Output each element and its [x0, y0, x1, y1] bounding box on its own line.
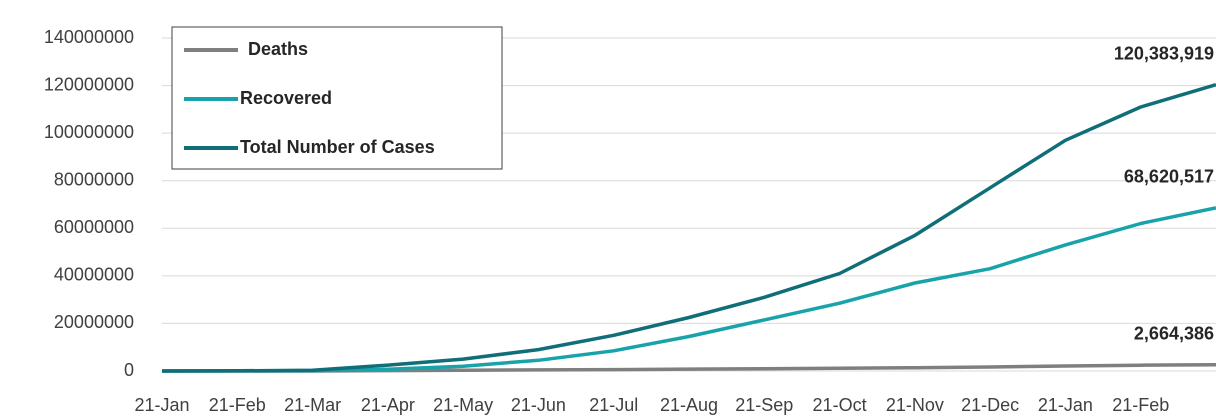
- y-tick-label: 0: [124, 360, 134, 380]
- x-tick-label: 21-Mar: [284, 395, 341, 415]
- x-tick-label: 21-Apr: [361, 395, 415, 415]
- y-tick-label: 100000000: [44, 122, 134, 142]
- y-tick-label: 20000000: [54, 312, 134, 332]
- x-tick-label: 21-Jun: [511, 395, 566, 415]
- y-tick-label: 120000000: [44, 74, 134, 94]
- y-tick-label: 40000000: [54, 265, 134, 285]
- x-tick-label: 21-Dec: [961, 395, 1019, 415]
- data-label: 68,620,517: [1124, 167, 1214, 187]
- x-tick-label: 21-Feb: [209, 395, 266, 415]
- x-tick-label: 21-Jul: [589, 395, 638, 415]
- x-tick-label: 21-Jan: [134, 395, 189, 415]
- legend-label: Total Number of Cases: [240, 137, 435, 157]
- legend-label: Recovered: [240, 88, 332, 108]
- series-line: [161, 83, 1216, 373]
- x-tick-label: 21-May: [433, 395, 493, 415]
- legend-label: Deaths: [248, 39, 308, 59]
- x-tick-label: 21-Nov: [886, 395, 944, 415]
- y-tick-label: 140000000: [44, 27, 134, 47]
- series-line: [161, 206, 1216, 373]
- y-tick-label: 60000000: [54, 217, 134, 237]
- x-tick-label: 21-Jan: [1038, 395, 1093, 415]
- data-label: 2,664,386: [1134, 323, 1214, 343]
- x-tick-label: 21-Aug: [660, 395, 718, 415]
- x-tick-label: 21-Feb: [1112, 395, 1169, 415]
- y-tick-label: 80000000: [54, 169, 134, 189]
- data-label: 120,383,919: [1114, 43, 1214, 63]
- x-tick-label: 21-Oct: [813, 395, 867, 415]
- x-tick-label: 21-Sep: [735, 395, 793, 415]
